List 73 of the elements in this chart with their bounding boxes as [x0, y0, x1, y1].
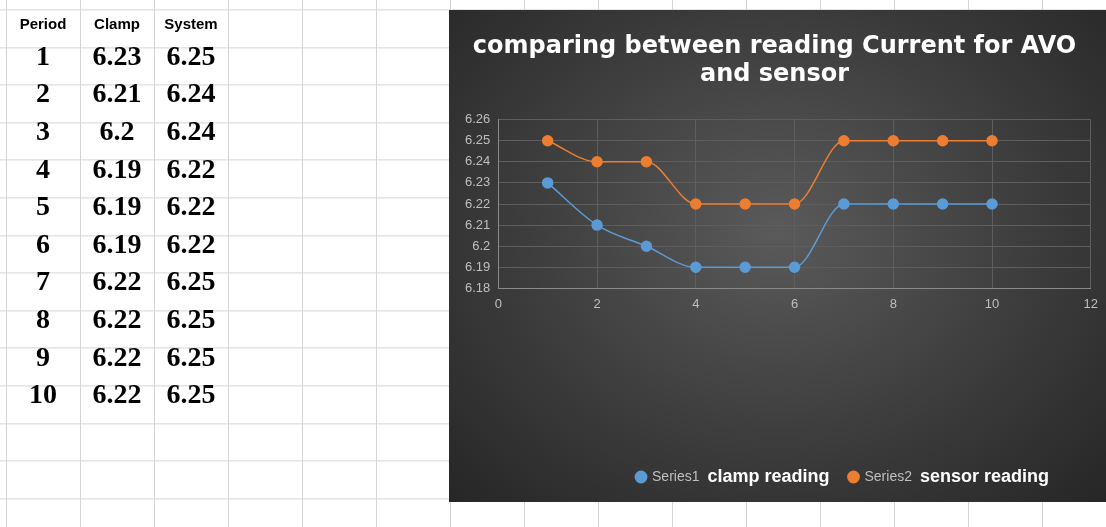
point — [936, 134, 949, 147]
data-label: 6.22 — [165, 151, 217, 186]
data-label: 6.22 — [165, 226, 217, 261]
point — [788, 198, 801, 210]
point — [591, 156, 603, 168]
x-tick-label: 6 — [790, 295, 799, 311]
point — [936, 198, 949, 210]
y-tick-label: 6.18 — [464, 279, 491, 295]
y-tick-label: 5 — [35, 189, 51, 224]
data-label: 6.24 — [165, 114, 217, 148]
y-tick-label: 10 — [28, 377, 58, 412]
y-tick-label: 6.24 — [464, 153, 491, 169]
point — [541, 177, 554, 189]
point — [739, 198, 751, 210]
data-label: 6.25 — [165, 339, 217, 374]
y-tick-label: 1 — [35, 38, 51, 73]
data-label: 6.24 — [165, 76, 217, 111]
y-tick-label: 6.23 — [464, 174, 491, 190]
legend-label: Series1 — [652, 467, 700, 484]
y-tick-label: 3 — [35, 114, 51, 148]
point — [640, 240, 653, 252]
y-tick-label: 4 — [35, 151, 51, 186]
y-tick-label: 6.26 — [464, 111, 491, 127]
point — [541, 134, 554, 147]
legend-label: Series2 — [864, 467, 913, 484]
data-label: 6.25 — [165, 264, 217, 299]
data-label: 6.22 — [91, 264, 143, 299]
data-label: 6.22 — [91, 377, 143, 412]
data-label: 6.19 — [91, 151, 143, 186]
data-label: 6.22 — [165, 189, 217, 224]
y-tick-label: 6 — [35, 226, 51, 261]
point — [838, 198, 850, 210]
data-label: 6.19 — [91, 189, 143, 224]
data-label: 6.19 — [91, 226, 143, 261]
point — [986, 198, 998, 210]
text: sensor reading — [919, 465, 1050, 486]
y-tick-label: 6.22 — [464, 195, 491, 211]
point — [887, 134, 900, 147]
y-tick-label: 9 — [35, 339, 51, 374]
y-tick-label: 7 — [35, 264, 51, 299]
x-tick-label: Clamp — [93, 14, 141, 34]
data-label: 6.25 — [165, 38, 217, 73]
data-label: 6.22 — [91, 301, 143, 336]
data-label: 6.23 — [91, 38, 143, 73]
data-label: 6.2 — [98, 114, 136, 148]
x-tick-label: 10 — [984, 295, 1000, 311]
point — [739, 261, 751, 274]
x-tick-label: 8 — [889, 295, 897, 311]
point — [788, 261, 801, 274]
data-label: 6.22 — [91, 339, 143, 374]
text: clamp reading — [707, 465, 830, 486]
y-tick-label: 6.25 — [464, 132, 491, 148]
x-tick-label: 4 — [692, 295, 700, 311]
point — [690, 198, 702, 210]
y-tick-label: 6.2 — [472, 237, 491, 253]
x-tick-label: System — [163, 14, 219, 34]
y-axis-title: Period — [18, 14, 68, 34]
point — [986, 134, 998, 147]
data-label: 6.21 — [91, 76, 143, 111]
y-tick-label: 6.21 — [464, 216, 491, 232]
y-tick-label: 2 — [35, 76, 51, 111]
data-label: 6.25 — [165, 301, 217, 336]
chart-title: comparing between reading Current for AVO and sensor — [472, 30, 1077, 88]
x-tick-label: 0 — [494, 295, 502, 311]
point — [838, 134, 850, 147]
point — [640, 156, 653, 168]
point — [690, 261, 702, 274]
data-label: 6.25 — [165, 377, 217, 412]
x-tick-label: 12 — [1083, 295, 1098, 311]
y-tick-label: 6.19 — [464, 258, 491, 274]
point — [591, 219, 603, 231]
x-tick-label: 2 — [593, 295, 601, 311]
point — [887, 198, 900, 210]
